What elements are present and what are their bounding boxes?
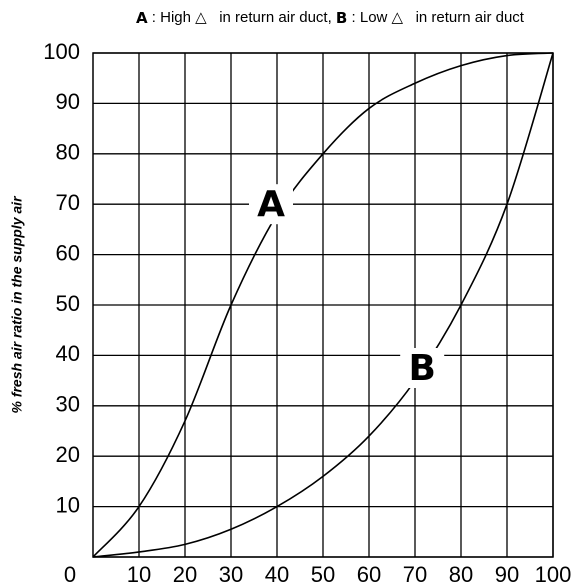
y-tick-label: 40	[56, 341, 80, 366]
title-b: B	[336, 9, 347, 27]
y-tick-label: 90	[56, 89, 80, 114]
x-tick-label: 80	[449, 562, 473, 585]
y-axis-label: % fresh air ratio in the supply air	[9, 195, 25, 414]
y-tick-label: 0	[64, 562, 76, 585]
x-tick-label: 50	[311, 562, 335, 585]
x-tick-label: 70	[403, 562, 427, 585]
x-tick-label: 100	[535, 562, 572, 585]
plot-frame	[92, 52, 554, 558]
x-tick-label: 20	[173, 562, 197, 585]
series-label: B	[408, 348, 435, 389]
title-part: : High △ in return air duct,	[148, 9, 336, 26]
y-tick-label: 100	[43, 39, 80, 64]
series-line	[92, 52, 554, 558]
chart-title: A : High △ in return air duct, B : Low △…	[136, 9, 525, 27]
x-tick-label: 60	[357, 562, 381, 585]
title-part: : Low △ in return air duct	[347, 9, 524, 26]
x-tick-label: 10	[127, 562, 151, 585]
x-tick-label: 30	[219, 562, 243, 585]
series-line	[92, 52, 554, 558]
label-bg	[400, 348, 445, 388]
y-tick-label: 70	[56, 190, 80, 215]
y-tick-label: 20	[56, 442, 80, 467]
y-tick-label: 10	[56, 492, 80, 517]
label-bg	[249, 184, 293, 225]
x-tick-label: 40	[265, 562, 289, 585]
series-label: A	[257, 184, 285, 225]
y-tick-label: 50	[56, 291, 80, 316]
y-tick-label: 30	[56, 392, 80, 417]
x-tick-label: 90	[495, 562, 519, 585]
title-a: A	[136, 9, 148, 27]
y-tick-label: 80	[56, 140, 80, 165]
y-tick-label: 60	[56, 240, 80, 265]
